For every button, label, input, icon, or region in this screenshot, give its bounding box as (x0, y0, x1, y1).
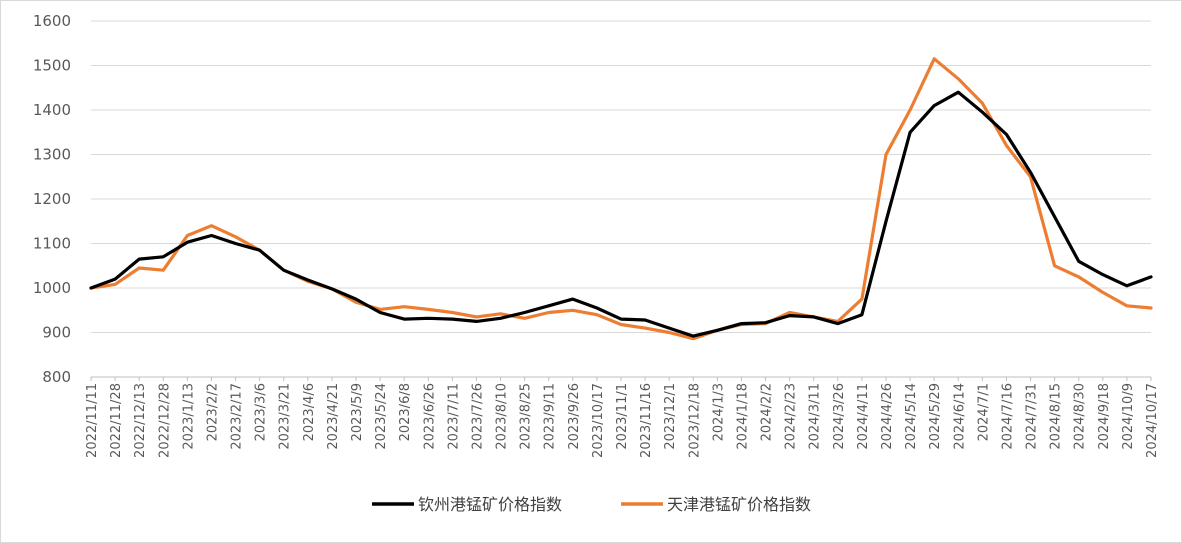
x-tick-label: 2024/10/17 (1145, 383, 1160, 458)
x-tick-label: 2023/3/21 (278, 383, 293, 450)
x-tick-label: 2022/11/11 (85, 383, 100, 458)
x-tick-label: 2022/11/28 (109, 383, 124, 458)
x-tick-label: 2024/2/2 (760, 383, 775, 441)
x-tick-label: 2023/8/25 (519, 383, 534, 450)
series-line (89, 90, 1153, 338)
y-tick-label: 1100 (33, 235, 71, 253)
x-tick-label: 2024/10/9 (1121, 383, 1136, 450)
y-tick-label: 1400 (33, 101, 71, 119)
x-tick-label: 2023/3/6 (254, 383, 269, 441)
x-tick-label: 2023/2/2 (205, 383, 220, 441)
x-tick-label: 2023/6/26 (422, 383, 437, 450)
x-tick-label: 2024/4/26 (880, 383, 895, 450)
x-tick-label: 2024/7/1 (976, 383, 991, 441)
x-tick-label: 2023/9/11 (543, 383, 558, 450)
x-tick-label: 2024/3/26 (832, 383, 847, 450)
x-tick-label: 2023/4/6 (302, 383, 317, 441)
legend-label: 钦州港锰矿价格指数 (418, 495, 562, 514)
x-tick-label: 2024/6/14 (952, 383, 967, 450)
x-tick-label: 2023/7/26 (470, 383, 485, 450)
x-tick-label: 2023/7/11 (446, 383, 461, 450)
x-tick-label: 2023/6/8 (398, 383, 413, 441)
y-tick-label: 1200 (33, 190, 71, 208)
x-tick-label: 2023/4/21 (326, 383, 341, 450)
x-tick-label: 2024/5/14 (904, 383, 919, 450)
y-tick-label: 800 (42, 368, 71, 386)
x-tick-label: 2023/2/17 (230, 383, 245, 450)
x-tick-label: 2023/8/10 (495, 383, 510, 450)
x-tick-label: 2024/3/11 (808, 383, 823, 450)
x-tick-label: 2022/12/28 (157, 383, 172, 458)
x-tick-label: 2023/9/26 (567, 383, 582, 450)
y-tick-label: 900 (42, 324, 71, 342)
x-tick-label: 2023/12/1 (663, 383, 678, 450)
x-tick-label: 2022/12/13 (133, 383, 148, 458)
y-tick-label: 1500 (33, 57, 71, 75)
x-tick-label: 2023/5/24 (374, 383, 389, 450)
x-tick-label: 2024/1/18 (735, 383, 750, 450)
x-tick-label: 2024/7/16 (1000, 383, 1015, 450)
x-tick-label: 2024/7/31 (1025, 383, 1040, 450)
legend-label: 天津港锰矿价格指数 (667, 495, 811, 514)
x-tick-label: 2023/1/13 (181, 383, 196, 450)
x-tick-label: 2024/1/3 (711, 383, 726, 441)
x-tick-label: 2023/11/1 (615, 383, 630, 450)
x-tick-label: 2024/4/11 (856, 383, 871, 450)
y-tick-label: 1300 (33, 146, 71, 164)
x-tick-label: 2024/8/30 (1073, 383, 1088, 450)
x-tick-label: 2024/9/18 (1097, 383, 1112, 450)
x-tick-label: 2023/5/9 (350, 383, 365, 441)
x-tick-label: 2024/5/29 (928, 383, 943, 450)
x-tick-label: 2023/11/16 (639, 383, 654, 458)
x-tick-label: 2023/10/17 (591, 383, 606, 458)
x-tick-label: 2024/8/15 (1049, 383, 1064, 450)
y-tick-label: 1000 (33, 279, 71, 297)
x-tick-label: 2024/2/23 (784, 383, 799, 450)
x-tick-label: 2023/12/18 (687, 383, 702, 458)
y-tick-label: 1600 (33, 12, 71, 30)
